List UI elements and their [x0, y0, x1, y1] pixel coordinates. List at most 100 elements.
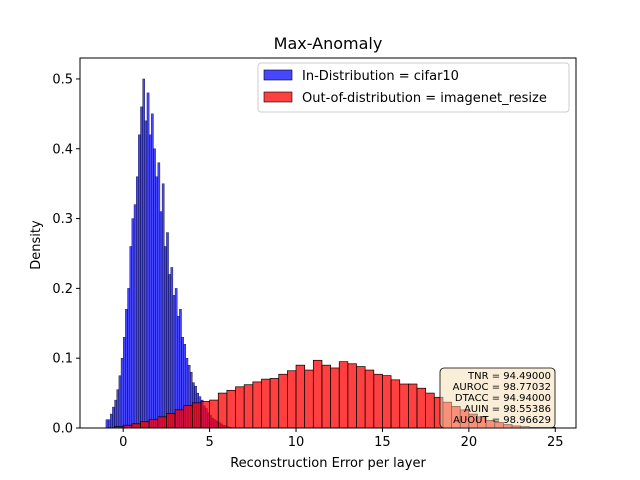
histogram-bar	[174, 409, 185, 429]
x-tick-label: 20	[461, 435, 478, 450]
legend-swatch-in-distribution	[263, 69, 293, 81]
histogram-bar	[131, 423, 141, 429]
histogram-bar	[166, 232, 169, 429]
histogram-bar	[118, 375, 122, 429]
histogram-bar	[140, 421, 150, 429]
histogram-bar	[116, 389, 120, 429]
legend-label-in-distribution: In-Distribution = cifar10	[302, 69, 459, 84]
metric-auout: AUOUT = 98.96629	[453, 415, 551, 426]
y-tick-label: 0.3	[52, 212, 73, 227]
histogram-bar	[140, 106, 143, 429]
histogram-bar	[129, 246, 133, 429]
histogram-bar	[200, 401, 210, 429]
x-axis-label: Reconstruction Error per layer	[230, 456, 426, 471]
histogram-bar	[217, 392, 228, 429]
y-tick-label: 0.5	[52, 72, 73, 87]
x-axis-ticks: 0 5 10 15 20 25	[119, 428, 564, 450]
metrics-box-background	[439, 367, 556, 429]
histogram-bar	[382, 375, 392, 429]
histogram-bar	[151, 113, 154, 429]
histogram-bar	[157, 162, 161, 429]
histogram-bar	[172, 295, 176, 429]
histogram-bar	[312, 359, 323, 429]
chart-title: Max-Anomaly	[274, 34, 383, 53]
histogram-bar	[191, 402, 202, 429]
x-tick-label: 5	[205, 435, 213, 450]
histogram-bar	[425, 392, 435, 429]
histogram-bar	[261, 378, 271, 429]
histogram-bar	[157, 416, 167, 429]
histogram-bar	[146, 92, 150, 429]
histogram-bar	[170, 267, 174, 429]
histogram-bar	[373, 373, 383, 429]
legend-box	[257, 62, 570, 113]
plot-frame	[79, 57, 577, 429]
histogram-bar	[356, 366, 366, 429]
metric-tnr: TNR = 94.49000	[467, 371, 551, 382]
histogram-bar	[390, 379, 401, 429]
histogram-bar	[399, 383, 409, 429]
histogram-bar	[161, 183, 165, 429]
histogram-bar	[133, 204, 137, 429]
histogram-bar	[148, 419, 159, 429]
histogram-bar	[330, 367, 340, 429]
axes	[79, 57, 577, 429]
histogram-bar	[123, 337, 126, 429]
metrics-box: TNR = 94.49000 AUROC = 98.77032 DTACC = …	[439, 367, 556, 429]
y-tick-label: 0.1	[52, 352, 73, 367]
histogram-bar	[144, 120, 148, 429]
y-tick-label: 0.0	[52, 422, 73, 437]
histogram-bar	[209, 399, 219, 429]
histogram-bar	[148, 134, 152, 429]
histogram-bar	[114, 399, 117, 429]
histogram-bar	[338, 361, 349, 429]
histogram-bar	[138, 134, 141, 429]
histogram-bar	[364, 369, 375, 429]
histogram-bar	[243, 384, 254, 429]
legend-label-out-of-distribution: Out-of-distribution = imagenet_resize	[302, 91, 547, 106]
histogram-bar	[235, 386, 245, 429]
histogram-bar	[168, 274, 171, 429]
histogram-bar	[287, 370, 297, 429]
histogram-bar	[183, 405, 193, 429]
x-tick-label: 15	[374, 435, 391, 450]
legend-swatch-out-of-distribution	[263, 91, 293, 103]
histogram-bar	[110, 413, 113, 429]
histogram-bar	[127, 288, 130, 429]
histogram-bar	[112, 406, 115, 429]
histogram-bar	[226, 389, 236, 429]
histogram-bar	[269, 378, 280, 429]
y-tick-label: 0.2	[52, 282, 73, 297]
histogram-bar	[295, 364, 306, 429]
histogram-bar	[153, 148, 156, 429]
histogram-bar	[125, 309, 128, 429]
histogram-bar	[105, 419, 109, 429]
metric-auin: AUIN = 98.55386	[464, 404, 551, 415]
histogram-bar	[159, 211, 163, 429]
metric-dtacc: DTACC = 94.94000	[455, 393, 551, 404]
histogram-bar	[347, 363, 357, 429]
histogram-bar	[321, 364, 331, 429]
y-axis-ticks: 0.0 0.1 0.2 0.3 0.4 0.5	[52, 72, 80, 437]
x-tick-label: 10	[288, 435, 305, 450]
histogram-bar	[120, 358, 124, 429]
legend: In-Distribution = cifar10 Out-of-distrib…	[257, 62, 570, 113]
histogram-bar	[408, 383, 418, 429]
histogram-bar	[142, 78, 145, 429]
histogram-bar	[131, 218, 135, 429]
histogram-bar	[416, 387, 426, 429]
histogram-bar	[304, 369, 314, 429]
histogram-bar	[107, 419, 111, 429]
x-tick-label: 25	[547, 435, 564, 450]
histogram-bar	[135, 176, 139, 429]
histogram-bar	[155, 176, 158, 429]
histogram-bar	[174, 288, 178, 429]
x-tick-label: 0	[119, 435, 127, 450]
histogram-bar	[252, 381, 262, 429]
y-axis-label: Density	[29, 220, 44, 270]
histogram-bar	[278, 373, 288, 429]
histogram-bar	[166, 412, 176, 429]
y-tick-label: 0.4	[52, 142, 73, 157]
histogram-bar	[164, 246, 167, 429]
